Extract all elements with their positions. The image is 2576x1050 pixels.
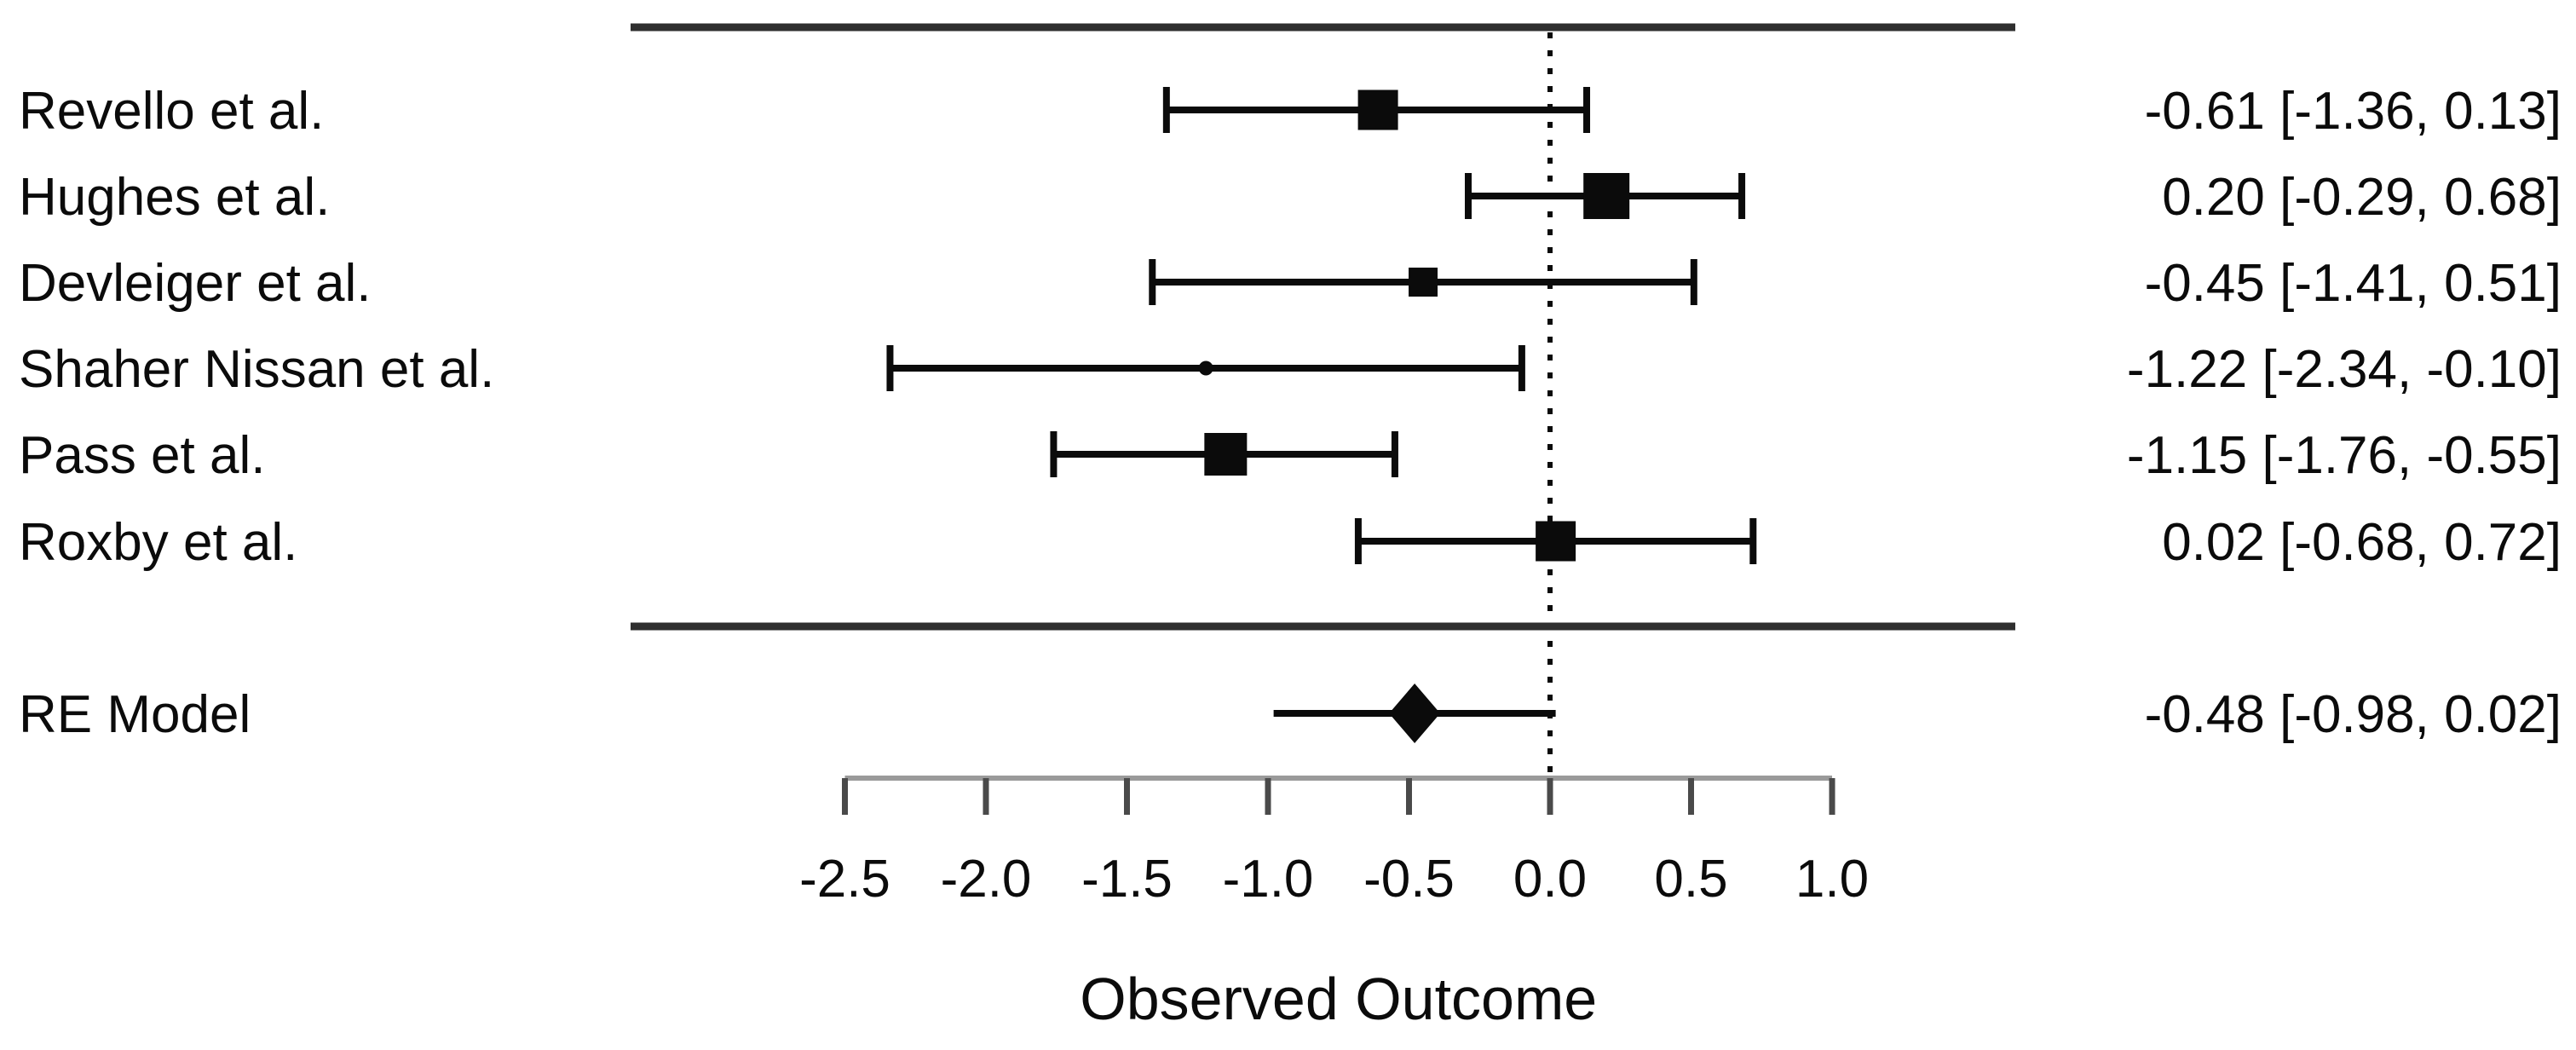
- x-axis-title: Observed Outcome: [1080, 966, 1597, 1032]
- effect-marker: [1583, 173, 1630, 219]
- axis-tick-label: 1.0: [1795, 850, 1869, 909]
- effect-marker: [1536, 521, 1576, 562]
- axis-tick-label: -2.5: [799, 850, 890, 909]
- study-label: Revello et al.: [19, 82, 324, 141]
- summary-label: RE Model: [19, 685, 251, 744]
- axis-tick-label: -2.0: [941, 850, 1032, 909]
- study-label: Pass et al.: [19, 426, 265, 485]
- effect-marker: [1357, 89, 1398, 130]
- estimate-annotation: 0.02 [-0.68, 0.72]: [2162, 513, 2562, 572]
- estimate-annotation: 0.20 [-0.29, 0.68]: [2162, 168, 2562, 227]
- estimate-annotation: -1.22 [-2.34, -0.10]: [2127, 340, 2562, 399]
- estimate-annotation: -1.15 [-1.76, -0.55]: [2127, 426, 2562, 485]
- estimate-annotation: -0.48 [-0.98, 0.02]: [2145, 685, 2562, 744]
- study-label: Shaher Nissan et al.: [19, 340, 494, 399]
- study-label: Roxby et al.: [19, 513, 297, 572]
- axis-tick-label: -1.0: [1223, 850, 1314, 909]
- study-label: Devleiger et al.: [19, 254, 372, 313]
- estimate-annotation: -0.61 [-1.36, 0.13]: [2145, 82, 2562, 141]
- effect-marker: [1204, 433, 1248, 476]
- summary-diamond: [1389, 684, 1441, 743]
- effect-marker: [1409, 268, 1438, 297]
- effect-marker: [1198, 361, 1213, 376]
- estimate-annotation: -0.45 [-1.41, 0.51]: [2145, 254, 2562, 313]
- study-label: Hughes et al.: [19, 168, 330, 227]
- axis-tick-label: 0.0: [1513, 850, 1587, 909]
- axis-tick-label: 0.5: [1654, 850, 1727, 909]
- axis-tick-label: -1.5: [1081, 850, 1173, 909]
- axis-tick-label: -0.5: [1363, 850, 1455, 909]
